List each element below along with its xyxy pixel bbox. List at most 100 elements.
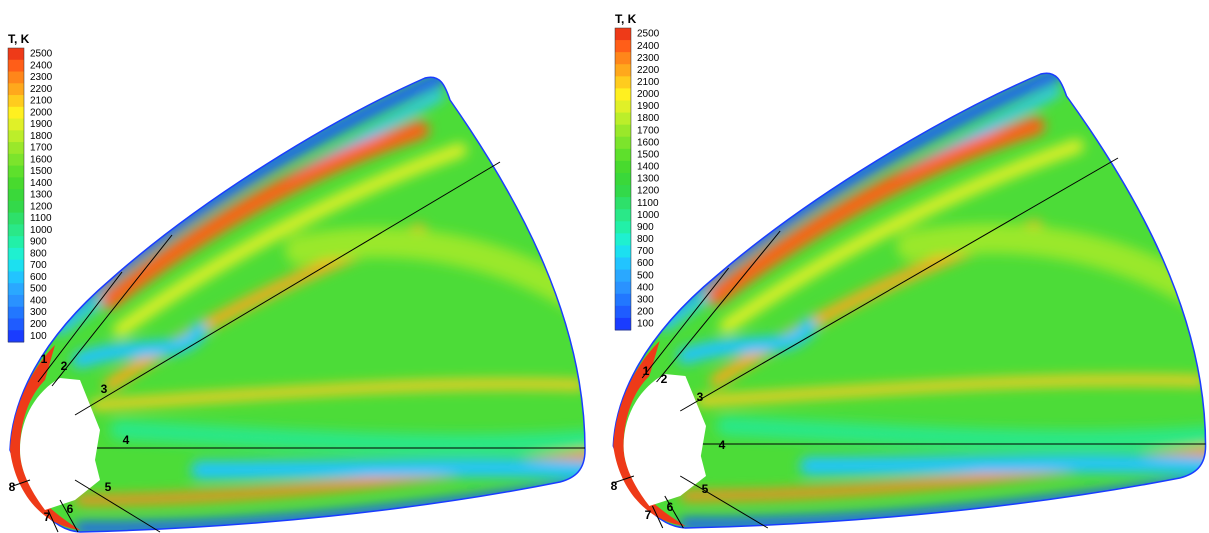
- legend-swatch: [8, 71, 24, 84]
- line-label: 2: [661, 372, 668, 386]
- legend-swatch: [8, 153, 24, 167]
- legend-swatch: [8, 165, 24, 178]
- legend-label: 2200: [30, 84, 53, 95]
- legend-label: 500: [30, 284, 47, 295]
- legend-swatch: [8, 224, 24, 237]
- legend-swatch: [615, 197, 631, 210]
- legend-title: T, K: [615, 12, 637, 26]
- legend-swatch: [615, 112, 631, 126]
- legend-label: 2200: [637, 65, 660, 76]
- legend-label: 800: [30, 248, 47, 259]
- legend-label: 400: [637, 282, 654, 293]
- legend-label: 600: [30, 272, 47, 283]
- legend-swatch: [615, 64, 631, 77]
- legend-swatch: [615, 172, 631, 186]
- line-label: 6: [67, 502, 74, 516]
- legend-swatch: [8, 200, 24, 214]
- legend-swatch: [615, 136, 631, 150]
- legend-label: 300: [637, 294, 654, 305]
- legend-label: 1500: [637, 149, 660, 160]
- legend-swatch: [615, 160, 631, 174]
- line-label: 5: [702, 482, 709, 496]
- legend-swatch: [8, 283, 24, 296]
- line-label: 7: [645, 508, 652, 522]
- legend-label: 1300: [30, 190, 53, 201]
- legend-label: 300: [30, 307, 47, 318]
- legend-label: 1800: [637, 113, 660, 124]
- legend-label: 1200: [637, 186, 660, 197]
- legend-swatch: [8, 271, 24, 284]
- legend-swatch: [8, 83, 24, 96]
- legend-label: 2100: [30, 96, 53, 107]
- legend-label: 2000: [637, 89, 660, 100]
- legend-label: 1100: [30, 213, 52, 224]
- legend-label: 200: [637, 307, 654, 318]
- legend-label: 1700: [30, 143, 53, 154]
- legend-swatch: [615, 317, 631, 331]
- line-label: 2: [61, 359, 68, 373]
- legend-label: 1500: [30, 166, 53, 177]
- legend-label: 600: [637, 258, 654, 269]
- legend-swatch: [8, 130, 24, 143]
- legend-label: 700: [637, 246, 654, 257]
- legend-label: 1000: [637, 210, 660, 221]
- legend-label: 1800: [30, 131, 53, 142]
- legend-swatch: [615, 52, 631, 65]
- legend-swatch: [615, 148, 631, 162]
- legend-swatch: [615, 40, 631, 53]
- line-label: 4: [719, 438, 726, 452]
- legend-label: 500: [637, 270, 654, 281]
- legend-swatch: [8, 212, 24, 225]
- legend-label: 2400: [637, 41, 660, 52]
- legend-frame: [614, 27, 632, 331]
- legend-swatch: [615, 269, 631, 283]
- legend-swatch: [615, 28, 631, 41]
- legend-label: 2400: [30, 60, 53, 71]
- legend-swatch: [8, 294, 24, 308]
- line-label: 3: [101, 382, 108, 396]
- line-label: 3: [697, 390, 704, 404]
- legend-label: 1900: [637, 101, 660, 112]
- legend-label: 1600: [637, 137, 660, 148]
- legend-label: 1000: [30, 225, 53, 236]
- legend-swatch: [8, 106, 24, 120]
- legend-label: 800: [637, 234, 654, 245]
- legend-swatch: [8, 318, 24, 331]
- legend-swatch: [615, 233, 631, 246]
- legend-swatch: [615, 305, 631, 319]
- legend-swatch: [615, 124, 631, 138]
- legend-swatch: [615, 209, 631, 222]
- legend-swatch: [8, 142, 24, 155]
- legend-swatch: [8, 118, 24, 131]
- legend-label: 900: [30, 237, 47, 248]
- legend-label: 1700: [637, 125, 660, 136]
- legend-swatch: [8, 247, 24, 261]
- line-label: 8: [9, 480, 16, 494]
- legend-swatch: [615, 293, 631, 307]
- legend-label: 1300: [637, 174, 660, 185]
- legend-swatch: [8, 95, 24, 108]
- legend-swatch: [8, 177, 24, 190]
- legend-label: 100: [30, 331, 47, 342]
- legend-label: 1400: [637, 162, 660, 173]
- line-label: 6: [667, 500, 674, 514]
- legend-swatch: [8, 259, 24, 272]
- line-label: 4: [123, 433, 130, 447]
- line-label: 7: [44, 510, 51, 524]
- temperature-field: [0, 60, 600, 533]
- legend-label: 2500: [30, 49, 53, 60]
- legend-label: 2100: [637, 77, 660, 88]
- line-label: 1: [41, 352, 48, 366]
- legend-swatch: [615, 76, 631, 89]
- line-label: 1: [643, 364, 650, 378]
- legend-label: 2300: [637, 53, 660, 64]
- legend-label: 2500: [637, 29, 660, 40]
- legend-label: 2000: [30, 107, 53, 118]
- legend-label: 200: [30, 319, 47, 330]
- legend-title: T, K: [8, 32, 30, 46]
- legend-swatch: [615, 257, 631, 271]
- legend-swatch: [8, 48, 24, 61]
- legend-label: 2300: [30, 72, 53, 83]
- legend-frame: [7, 47, 25, 343]
